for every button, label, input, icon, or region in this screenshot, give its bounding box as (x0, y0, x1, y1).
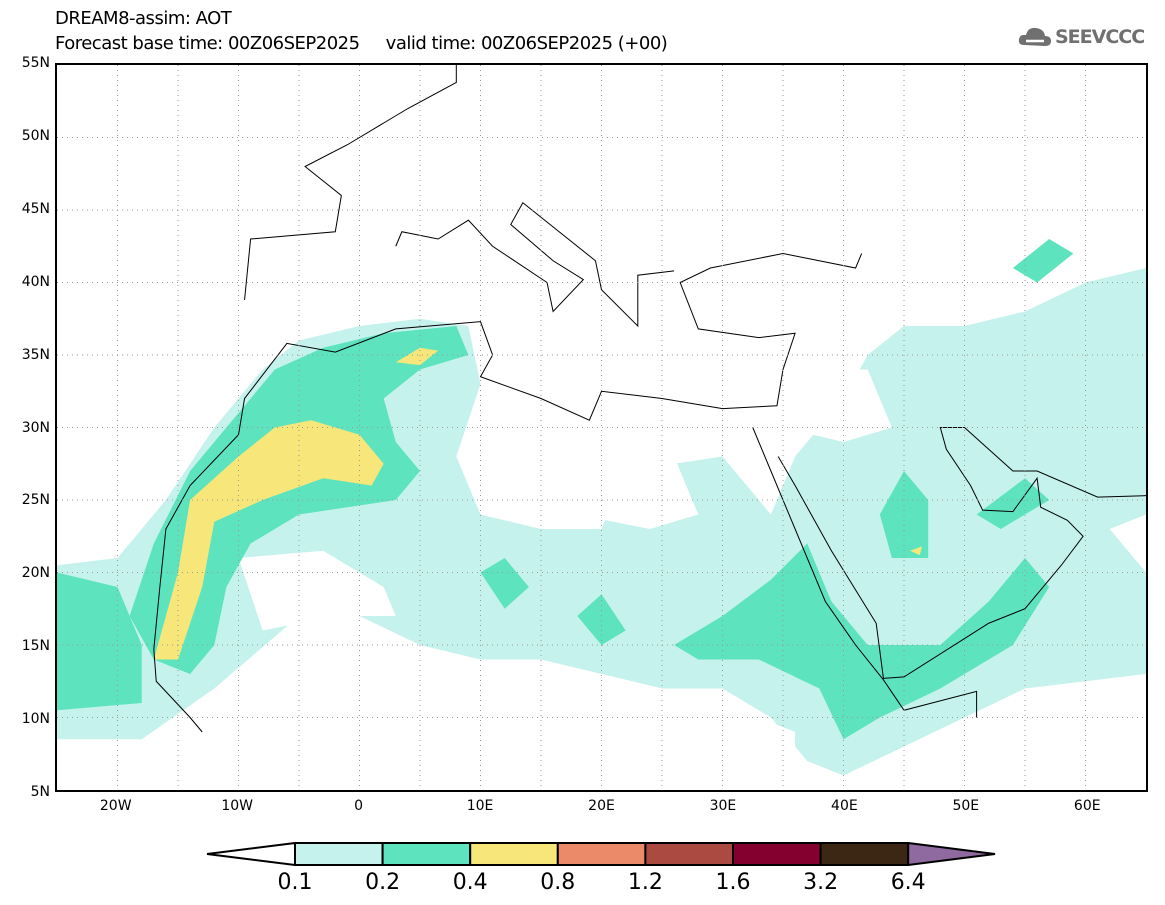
coastline (396, 203, 674, 326)
colorbar-label: 6.4 (890, 870, 926, 895)
aot-0.4-0.8-area (910, 546, 923, 556)
aot-0.2-0.4-area (976, 478, 1050, 529)
colorbar-segment (819, 842, 910, 866)
lon-tick-label: 60E (1073, 798, 1101, 814)
lat-tick-label: 10N (21, 711, 50, 728)
colorbar (206, 841, 996, 867)
low-aot-area (238, 550, 396, 631)
lat-tick-label: 45N (21, 200, 50, 217)
lon-tick-label: 30E (709, 798, 737, 814)
lat-tick-label: 50N (21, 127, 50, 144)
lat-tick-label: 35N (21, 346, 50, 363)
colorbar-label: 1.6 (715, 870, 751, 895)
lon-tick-label: 10E (466, 798, 494, 814)
colorbar-segment (556, 842, 647, 866)
forecast-time-subtitle: Forecast base time: 00Z06SEP2025 valid t… (55, 33, 668, 54)
colorbar-segment (469, 842, 559, 866)
low-aot-area (783, 369, 892, 442)
low-aot-area (492, 413, 699, 529)
lon-tick-label: 20W (99, 798, 132, 814)
aot-0.2-0.4-area (57, 572, 142, 711)
colorbar-segment (381, 842, 472, 866)
lat-tick-label: 25N (21, 492, 50, 509)
coastline (154, 649, 202, 732)
colorbar-segment (732, 842, 822, 866)
lon-tick-label: 10W (221, 798, 253, 814)
low-aot-area (238, 674, 796, 790)
colorbar-under-triangle (206, 841, 296, 867)
aot-0.2-0.4-area (577, 594, 626, 645)
lat-tick-label: 30N (21, 419, 50, 436)
colorbar-segment (644, 842, 734, 866)
colorbar-label: 0.2 (365, 870, 401, 895)
lon-tick-label: 50E (952, 798, 980, 814)
aot-0.2-0.4-area (674, 543, 1050, 740)
colorbar-label: 0.8 (540, 870, 576, 895)
colorbar-label: 0.1 (277, 870, 313, 895)
seevccc-logo: SEEVCCC (1018, 25, 1145, 49)
colorbar-over-triangle (907, 841, 996, 867)
map-canvas (57, 65, 1146, 790)
coastline (154, 254, 862, 650)
aot-0.4-0.8-area (153, 420, 384, 660)
logo-text: SEEVCCC (1055, 26, 1145, 48)
lon-tick-label: 20E (588, 798, 615, 814)
coastline (245, 65, 457, 300)
aot-0.2-0.4-area (1012, 239, 1074, 283)
aot-0.2-0.4-area (879, 471, 929, 558)
lat-tick-label: 5N (30, 784, 50, 800)
aot-0.4-0.8-area (395, 347, 439, 366)
lon-tick-label: 40E (831, 798, 858, 814)
lon-tick-label: 0 (354, 798, 364, 814)
aot-0.2-0.4-area (480, 558, 529, 609)
colorbar-label: 3.2 (803, 870, 839, 895)
colorbar-label: 0.4 (452, 870, 488, 895)
lat-tick-label: 40N (21, 273, 50, 290)
lat-tick-label: 55N (21, 55, 50, 71)
aot-map (55, 63, 1148, 792)
lat-tick-label: 15N (21, 638, 50, 655)
map-title: DREAM8-assim: AOT (55, 8, 232, 29)
colorbar-segment (294, 842, 384, 866)
coastline (778, 428, 1146, 679)
lat-tick-label: 20N (21, 565, 50, 582)
cloud-icon (1018, 27, 1051, 46)
colorbar-label: 1.2 (627, 870, 663, 895)
